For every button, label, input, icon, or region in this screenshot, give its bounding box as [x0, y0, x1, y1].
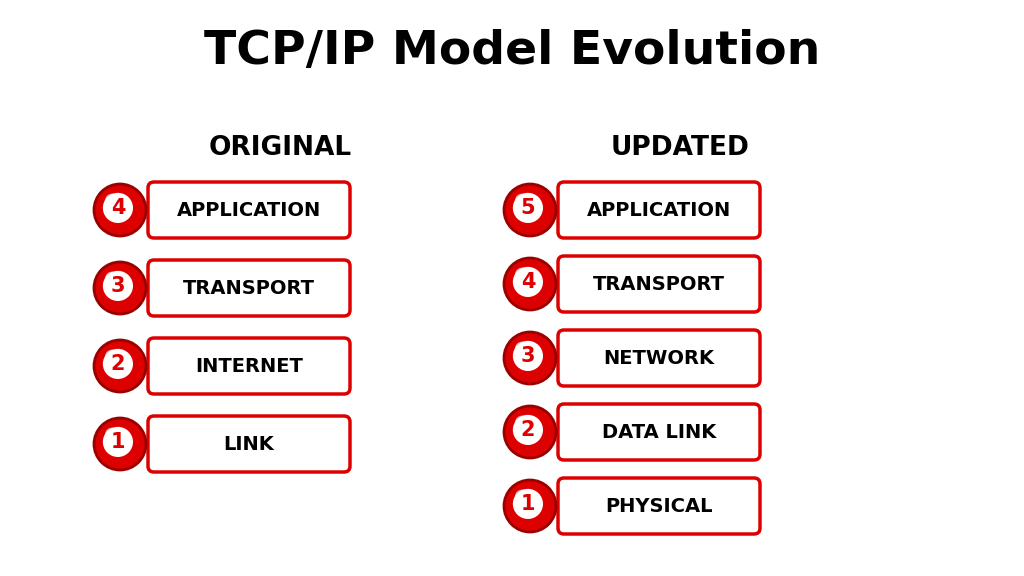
Text: 2: 2 — [111, 354, 125, 374]
Text: 2: 2 — [520, 420, 536, 440]
FancyBboxPatch shape — [148, 182, 350, 238]
Circle shape — [515, 268, 529, 282]
Circle shape — [504, 258, 556, 310]
Circle shape — [515, 194, 529, 208]
Circle shape — [515, 490, 529, 504]
FancyBboxPatch shape — [148, 416, 350, 472]
Circle shape — [504, 332, 556, 384]
FancyBboxPatch shape — [558, 404, 760, 460]
Text: 4: 4 — [520, 272, 536, 292]
Circle shape — [101, 348, 134, 380]
Text: 4: 4 — [111, 198, 125, 218]
Circle shape — [94, 418, 146, 470]
Text: LINK: LINK — [223, 434, 274, 453]
Circle shape — [101, 192, 134, 224]
Text: 3: 3 — [111, 276, 125, 296]
Circle shape — [512, 488, 544, 520]
Circle shape — [94, 184, 146, 236]
Text: NETWORK: NETWORK — [603, 348, 715, 367]
Text: 3: 3 — [520, 346, 536, 366]
Text: ORIGINAL: ORIGINAL — [209, 135, 351, 161]
FancyBboxPatch shape — [558, 330, 760, 386]
Circle shape — [94, 340, 146, 392]
Circle shape — [101, 270, 134, 302]
FancyBboxPatch shape — [558, 478, 760, 534]
Text: APPLICATION: APPLICATION — [177, 200, 322, 219]
Circle shape — [104, 350, 120, 364]
Circle shape — [504, 406, 556, 458]
Text: 1: 1 — [520, 494, 536, 514]
FancyBboxPatch shape — [148, 260, 350, 316]
Circle shape — [515, 342, 529, 356]
Text: DATA LINK: DATA LINK — [602, 423, 716, 441]
Circle shape — [94, 262, 146, 314]
Circle shape — [104, 194, 120, 208]
Circle shape — [504, 480, 556, 532]
Circle shape — [101, 426, 134, 458]
Circle shape — [504, 184, 556, 236]
Circle shape — [104, 272, 120, 286]
Circle shape — [515, 416, 529, 430]
Text: 5: 5 — [520, 198, 536, 218]
Text: PHYSICAL: PHYSICAL — [605, 497, 713, 516]
FancyBboxPatch shape — [558, 182, 760, 238]
Circle shape — [512, 340, 544, 372]
Text: 1: 1 — [111, 432, 125, 452]
Circle shape — [104, 427, 120, 442]
FancyBboxPatch shape — [558, 256, 760, 312]
FancyBboxPatch shape — [148, 338, 350, 394]
Text: APPLICATION: APPLICATION — [587, 200, 731, 219]
Circle shape — [512, 414, 544, 446]
Text: TRANSPORT: TRANSPORT — [593, 275, 725, 294]
Text: TCP/IP Model Evolution: TCP/IP Model Evolution — [204, 29, 820, 74]
Circle shape — [512, 192, 544, 224]
Text: INTERNET: INTERNET — [195, 357, 303, 376]
Text: UPDATED: UPDATED — [610, 135, 750, 161]
Text: TRANSPORT: TRANSPORT — [183, 279, 315, 297]
Circle shape — [512, 266, 544, 298]
